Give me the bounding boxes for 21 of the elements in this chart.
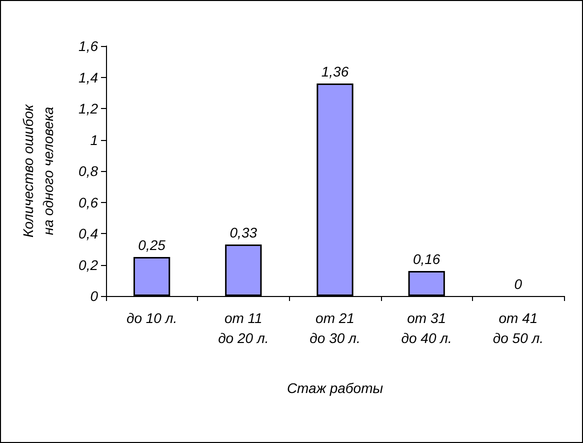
- y-tick-label: 1: [90, 132, 98, 148]
- data-label: 0,25: [138, 236, 166, 253]
- x-tick-label: от 11 до 20 л.: [218, 310, 269, 346]
- y-tick-label: 0,6: [78, 194, 98, 210]
- data-label: 0: [514, 276, 522, 292]
- data-label: 0,33: [230, 224, 258, 240]
- x-axis-title: Стаж работы: [286, 380, 384, 396]
- x-tick-label: до 10 л.: [126, 310, 178, 326]
- x-tick-label: от 21 до 30 л.: [310, 310, 360, 346]
- x-tick-label: от 31 до 40 л.: [401, 310, 452, 346]
- y-axis-title: Количество ошибок на одного человека: [20, 103, 56, 238]
- x-tick-label: от 41 до 50 л.: [492, 310, 544, 346]
- data-label: 1,36: [321, 64, 349, 80]
- y-tick-label: 0: [90, 288, 98, 304]
- y-tick-label: 0,4: [78, 226, 98, 242]
- y-tick-label: 1,4: [78, 69, 98, 86]
- y-tick-label: 1,6: [78, 38, 98, 54]
- data-label: 0,16: [412, 251, 440, 267]
- y-tick-label: 1,2: [78, 100, 98, 116]
- y-tick-label: 0,8: [78, 163, 98, 179]
- y-tick-label: 0,2: [78, 256, 98, 273]
